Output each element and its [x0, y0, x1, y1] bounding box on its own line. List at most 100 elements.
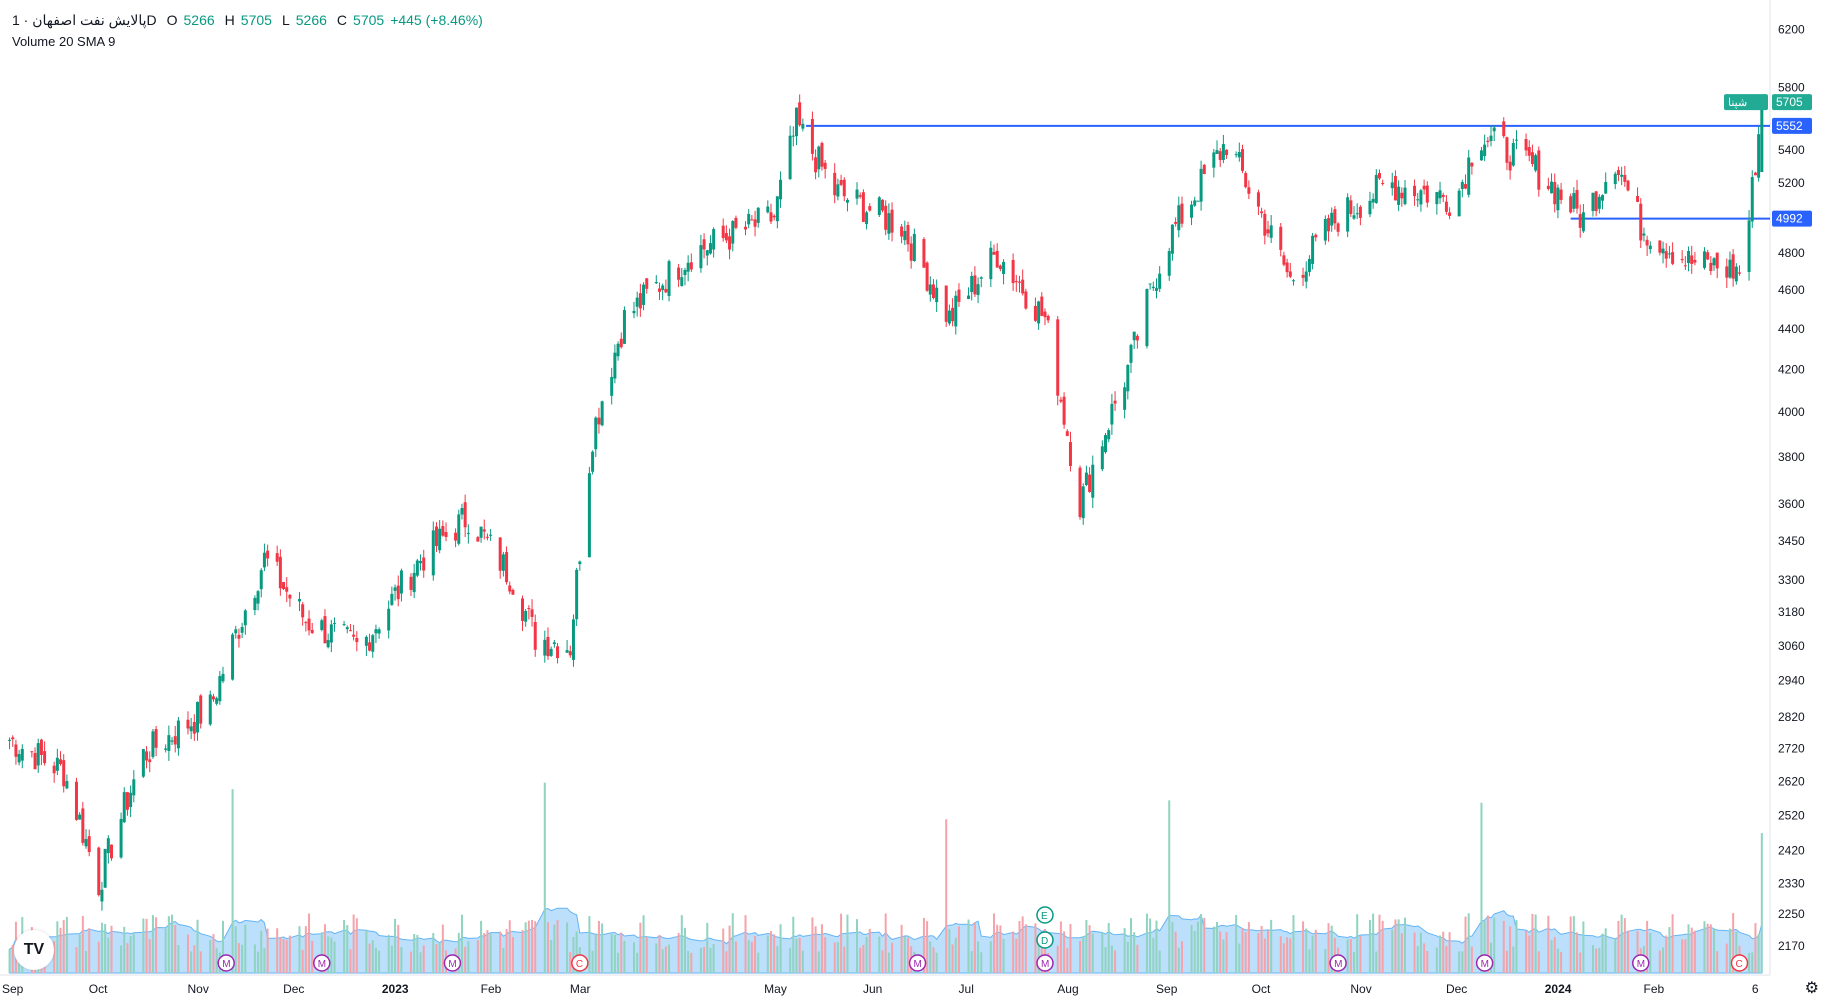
event-marker[interactable] — [1329, 954, 1347, 972]
volume-bar — [215, 947, 218, 973]
volume-bar — [1104, 947, 1107, 973]
volume-bar — [171, 914, 174, 973]
candle-body — [154, 729, 158, 748]
volume-bar — [1582, 921, 1585, 973]
volume-bar — [209, 939, 212, 973]
candle-body — [396, 585, 400, 600]
candle-body — [868, 206, 872, 211]
y-tick-label: 2940 — [1778, 674, 1805, 688]
candle-body — [667, 261, 671, 296]
volume-bar — [747, 940, 750, 973]
candle-body — [110, 844, 114, 859]
event-marker[interactable] — [313, 954, 331, 972]
volume-indicator-label[interactable]: Volume 20 SMA 9 — [12, 34, 116, 49]
volume-bar — [610, 934, 613, 973]
candle-body — [1400, 192, 1404, 199]
volume-bar — [1130, 918, 1133, 973]
event-marker[interactable] — [443, 954, 462, 972]
volume-bar — [151, 915, 154, 973]
candle-body — [1690, 255, 1694, 264]
candle-body — [591, 451, 595, 472]
candle-body — [1667, 253, 1671, 255]
volume-bar — [1282, 943, 1285, 973]
volume-bar — [1279, 936, 1282, 973]
volume-bar — [237, 943, 240, 973]
candle-body — [511, 589, 515, 595]
volume-bar — [1015, 938, 1018, 973]
close-value: 5705 — [353, 12, 385, 28]
candle-body — [1177, 205, 1181, 231]
earnings-marker[interactable] — [1036, 931, 1054, 949]
candle-body — [1575, 189, 1579, 209]
candle-body — [638, 293, 642, 309]
volume-bar — [1693, 930, 1696, 973]
candle-body — [1126, 364, 1130, 392]
candle-body — [1601, 195, 1605, 201]
volume-bar — [1505, 950, 1508, 973]
volume-bar — [1435, 947, 1438, 973]
candle-body — [900, 226, 904, 237]
volume-bar — [343, 919, 346, 973]
volume-bar — [566, 922, 569, 973]
candle-body — [288, 594, 292, 599]
candle-body — [415, 560, 419, 576]
event-marker[interactable] — [1475, 954, 1494, 972]
volume-bar — [1012, 931, 1015, 973]
candle-body — [1234, 154, 1238, 156]
candle-body — [1266, 229, 1270, 234]
volume-bar — [1502, 920, 1505, 973]
event-marker-label: M — [1041, 959, 1049, 970]
x-tick-label: Dec — [1446, 982, 1467, 996]
candle-body — [1062, 396, 1066, 425]
candle-body — [766, 206, 770, 213]
volume-bar — [725, 951, 728, 973]
high-value: 5705 — [240, 12, 272, 28]
earnings-marker[interactable] — [1036, 906, 1054, 924]
symbol-title[interactable]: پالایش نفت اصفهان · 1D — [12, 11, 157, 28]
volume-bar — [1324, 949, 1327, 973]
x-tick-label: 2024 — [1545, 982, 1572, 996]
volume-bar — [1662, 947, 1665, 973]
candle-body — [479, 526, 483, 538]
volume-bar — [460, 914, 463, 973]
candle-body — [1330, 212, 1334, 226]
volume-bar — [709, 947, 712, 973]
candle-body — [508, 585, 512, 592]
candle-body — [1065, 431, 1069, 436]
event-marker[interactable] — [1036, 954, 1054, 972]
volume-bar — [1024, 924, 1027, 973]
volume-bar — [1614, 939, 1617, 973]
volume-bar — [1713, 928, 1716, 973]
candle-body — [1683, 265, 1687, 267]
gear-icon[interactable]: ⚙ — [1804, 980, 1819, 997]
volume-bar — [257, 951, 260, 973]
candle-body — [1323, 218, 1327, 241]
volume-bar — [1515, 920, 1518, 973]
candle-body — [1046, 315, 1050, 321]
event-marker[interactable] — [1730, 954, 1749, 972]
volume-bar — [1171, 921, 1174, 973]
y-tick-label: 4800 — [1778, 246, 1805, 260]
candle-body — [1616, 170, 1620, 175]
candle-body — [106, 838, 110, 854]
candle-body — [505, 552, 509, 583]
volume-bar — [1620, 914, 1623, 973]
candle-body — [1100, 446, 1104, 470]
candle-body — [731, 221, 735, 244]
event-marker[interactable] — [571, 954, 589, 972]
candle-body — [836, 184, 840, 197]
candle-body — [304, 622, 308, 624]
volume-bar — [1368, 920, 1371, 973]
candle-body — [81, 808, 85, 843]
y-tick-label: 2520 — [1778, 808, 1805, 822]
event-marker[interactable] — [217, 954, 235, 972]
volume-bar — [1493, 917, 1496, 973]
event-marker[interactable] — [908, 954, 927, 972]
volume-bar — [1114, 950, 1117, 973]
event-marker[interactable] — [1631, 954, 1650, 972]
volume-bar — [1200, 913, 1203, 973]
candle-body — [333, 622, 337, 624]
candle-body — [1215, 150, 1219, 154]
tradingview-logo[interactable]: TV — [14, 930, 54, 970]
